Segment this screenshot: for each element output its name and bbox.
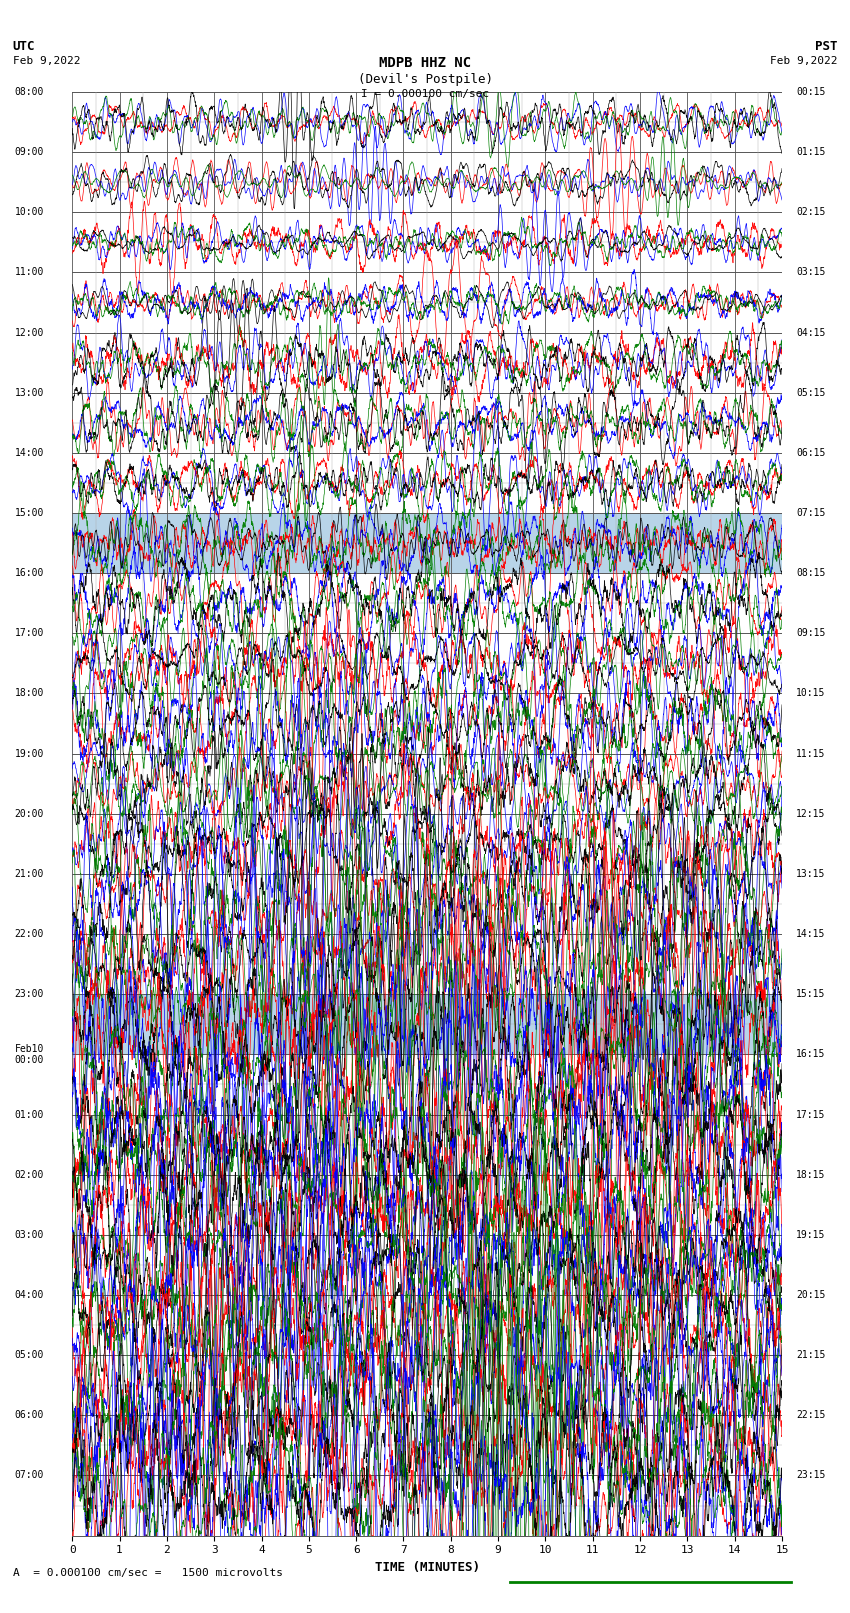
Text: 15:15: 15:15 xyxy=(796,989,825,998)
Text: 23:15: 23:15 xyxy=(796,1471,825,1481)
Text: 19:15: 19:15 xyxy=(796,1229,825,1240)
Text: 22:15: 22:15 xyxy=(796,1410,825,1421)
Text: 03:15: 03:15 xyxy=(796,268,825,277)
Text: 08:15: 08:15 xyxy=(796,568,825,577)
Text: 22:00: 22:00 xyxy=(14,929,44,939)
Text: 01:15: 01:15 xyxy=(796,147,825,156)
Text: 12:00: 12:00 xyxy=(14,327,44,337)
Text: 09:00: 09:00 xyxy=(14,147,44,156)
Text: 15:00: 15:00 xyxy=(14,508,44,518)
Text: 03:00: 03:00 xyxy=(14,1229,44,1240)
Text: 12:15: 12:15 xyxy=(796,808,825,819)
Text: MDPB HHZ NC: MDPB HHZ NC xyxy=(379,56,471,71)
Text: UTC: UTC xyxy=(13,40,35,53)
Text: PST: PST xyxy=(815,40,837,53)
Text: 21:00: 21:00 xyxy=(14,869,44,879)
Text: 18:00: 18:00 xyxy=(14,689,44,698)
Text: (Devil's Postpile): (Devil's Postpile) xyxy=(358,73,492,85)
Text: 05:00: 05:00 xyxy=(14,1350,44,1360)
Text: 02:15: 02:15 xyxy=(796,206,825,218)
Text: 19:00: 19:00 xyxy=(14,748,44,758)
Text: 05:15: 05:15 xyxy=(796,387,825,398)
Text: 02:00: 02:00 xyxy=(14,1169,44,1179)
Text: 17:00: 17:00 xyxy=(14,629,44,639)
Text: Feb10
00:00: Feb10 00:00 xyxy=(14,1044,44,1065)
Bar xyxy=(72,994,782,1055)
Text: 10:15: 10:15 xyxy=(796,689,825,698)
Text: A  = 0.000100 cm/sec =   1500 microvolts: A = 0.000100 cm/sec = 1500 microvolts xyxy=(13,1568,283,1578)
Text: 21:15: 21:15 xyxy=(796,1350,825,1360)
Text: 00:15: 00:15 xyxy=(796,87,825,97)
Text: 10:00: 10:00 xyxy=(14,206,44,218)
Text: 20:15: 20:15 xyxy=(796,1290,825,1300)
Text: 16:15: 16:15 xyxy=(796,1050,825,1060)
Text: 06:00: 06:00 xyxy=(14,1410,44,1421)
Text: 13:15: 13:15 xyxy=(796,869,825,879)
Text: 07:15: 07:15 xyxy=(796,508,825,518)
Text: Feb 9,2022: Feb 9,2022 xyxy=(770,56,837,66)
Text: 20:00: 20:00 xyxy=(14,808,44,819)
X-axis label: TIME (MINUTES): TIME (MINUTES) xyxy=(375,1561,479,1574)
Bar xyxy=(72,513,782,573)
Text: 04:15: 04:15 xyxy=(796,327,825,337)
Text: 09:15: 09:15 xyxy=(796,629,825,639)
Text: 01:00: 01:00 xyxy=(14,1110,44,1119)
Text: 18:15: 18:15 xyxy=(796,1169,825,1179)
Text: 13:00: 13:00 xyxy=(14,387,44,398)
Text: I = 0.000100 cm/sec: I = 0.000100 cm/sec xyxy=(361,89,489,98)
Text: 11:15: 11:15 xyxy=(796,748,825,758)
Text: 17:15: 17:15 xyxy=(796,1110,825,1119)
Text: 07:00: 07:00 xyxy=(14,1471,44,1481)
Text: 11:00: 11:00 xyxy=(14,268,44,277)
Text: 14:00: 14:00 xyxy=(14,448,44,458)
Text: 16:00: 16:00 xyxy=(14,568,44,577)
Text: 04:00: 04:00 xyxy=(14,1290,44,1300)
Text: 23:00: 23:00 xyxy=(14,989,44,998)
Text: Feb 9,2022: Feb 9,2022 xyxy=(13,56,80,66)
Text: 08:00: 08:00 xyxy=(14,87,44,97)
Text: 14:15: 14:15 xyxy=(796,929,825,939)
Text: 06:15: 06:15 xyxy=(796,448,825,458)
